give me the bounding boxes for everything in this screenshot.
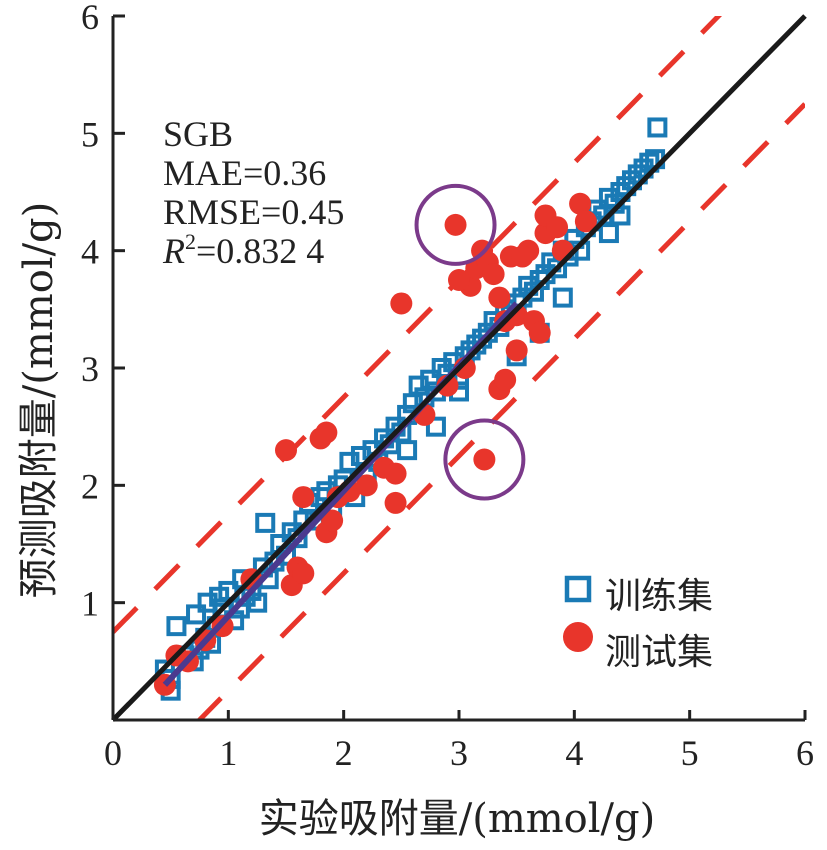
test-point [546, 216, 569, 239]
train-point [622, 170, 642, 191]
train-point [235, 586, 256, 607]
test-point [528, 321, 551, 344]
rmse-label: RMSE=0.45 [163, 192, 344, 232]
test-point [444, 213, 467, 236]
test-point [473, 448, 496, 471]
test-point [569, 192, 592, 215]
train-point [610, 205, 631, 226]
x-tick-label: 5 [681, 733, 699, 773]
train-point [598, 223, 619, 244]
test-point [355, 474, 378, 497]
train-point [339, 451, 360, 472]
x-tick-label: 0 [104, 733, 122, 773]
legend-train-marker [564, 575, 592, 603]
outlier-circle [443, 418, 526, 501]
test-point [488, 286, 511, 309]
legend-train-label: 训练集 [605, 576, 713, 617]
mae-label: MAE=0.36 [163, 153, 326, 193]
train-point [431, 358, 452, 378]
test-point [384, 491, 407, 514]
upper-bound-line [113, 16, 723, 634]
train-point [564, 228, 585, 249]
x-tick-label: 1 [219, 733, 237, 773]
test-point [315, 421, 338, 444]
train-point [598, 187, 619, 208]
r2-label: R2=0.832 4 [162, 229, 324, 271]
test-point [292, 562, 315, 585]
test-point [321, 509, 344, 532]
r2-superscript: 2 [185, 229, 196, 254]
x-tick-label: 3 [450, 733, 468, 773]
train-point [627, 164, 648, 185]
train-point [639, 152, 660, 173]
x-tick-label: 2 [335, 733, 353, 773]
test-point [494, 368, 517, 391]
test-point [482, 263, 505, 286]
lower-bound-line [195, 102, 805, 720]
x-tick-label: 6 [796, 733, 814, 773]
outlier-markers [414, 183, 526, 501]
train-point [647, 117, 668, 138]
test-point [574, 210, 597, 233]
train-point [616, 176, 637, 197]
outlier-circle [414, 183, 497, 266]
train-point [610, 182, 631, 202]
x-axis-title: 实验吸附量/(mmol/g) [259, 796, 656, 842]
train-point [186, 604, 207, 625]
train-point [166, 616, 187, 637]
test-point [551, 239, 574, 262]
y-tick-label: 3 [81, 349, 99, 389]
legend-test-marker [563, 622, 593, 652]
model-name: SGB [163, 114, 233, 154]
ideal-line [111, 14, 807, 722]
train-point [425, 416, 446, 437]
train-point [523, 281, 544, 302]
train-point [518, 275, 539, 296]
r2-symbol: R [162, 231, 185, 271]
test-point [505, 339, 528, 362]
x-tick-label: 4 [565, 733, 583, 773]
train-point [247, 592, 268, 613]
y-tick-label: 1 [81, 584, 99, 624]
test-point [292, 486, 315, 509]
y-tick-label: 5 [81, 114, 99, 154]
train-point [276, 545, 296, 566]
test-point [384, 462, 407, 485]
train-point [552, 287, 573, 308]
y-tick-label: 2 [81, 466, 99, 506]
y-tick-label: 6 [81, 0, 99, 37]
train-point [397, 440, 418, 461]
test-point [448, 269, 470, 291]
y-axis-title: 预测吸附量/(mmol/g) [16, 202, 62, 599]
train-point [255, 512, 276, 533]
test-point [275, 439, 297, 462]
r2-value: =0.832 4 [196, 231, 324, 271]
y-tick-label: 4 [81, 232, 99, 272]
axes: 0 1 2 3 4 5 6 1 2 3 4 5 6 [81, 0, 814, 773]
test-point [511, 245, 534, 268]
legend-test-label: 测试集 [605, 632, 713, 673]
legend: 训练集 测试集 [563, 575, 713, 673]
test-point [390, 292, 413, 315]
overlay-lines [111, 14, 807, 722]
